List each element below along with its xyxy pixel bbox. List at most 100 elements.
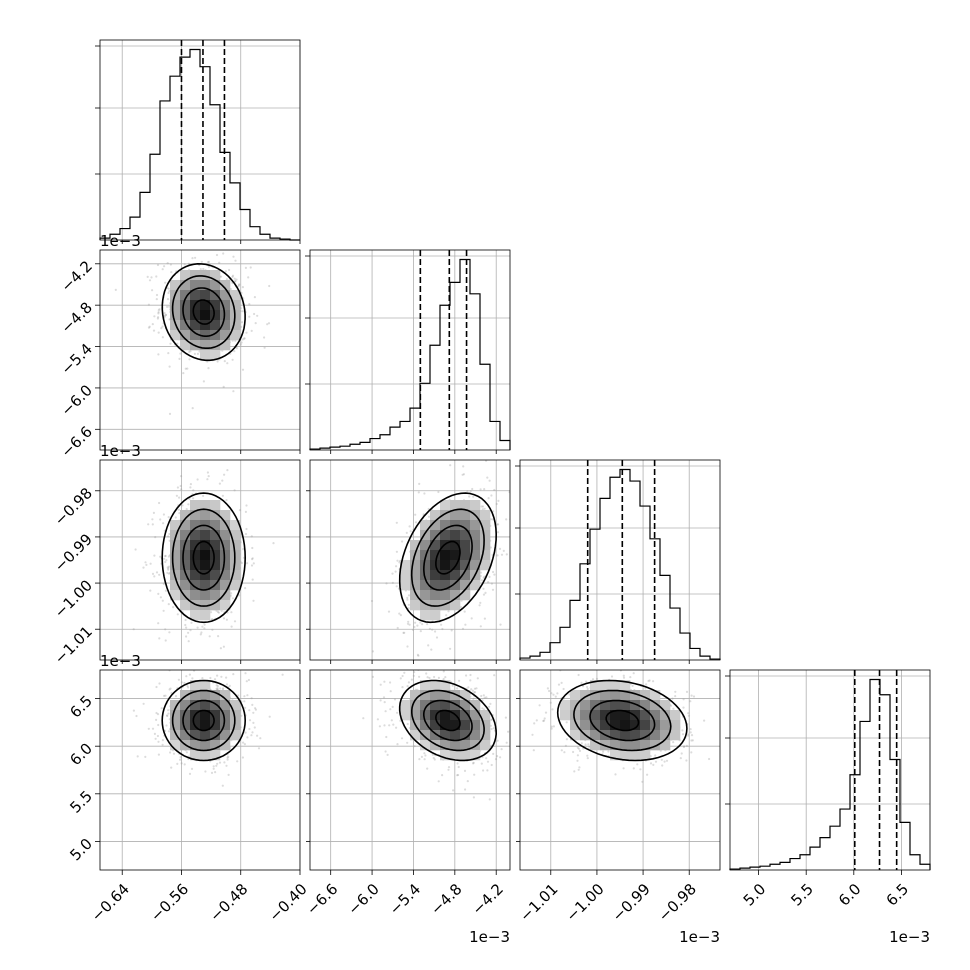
panel-3-1-point bbox=[473, 691, 477, 694]
panel-2-0-point bbox=[147, 523, 150, 526]
panel-3-1-density-cell bbox=[470, 750, 481, 761]
panel-2-1-point bbox=[449, 647, 452, 650]
panel-3-1-point bbox=[472, 762, 475, 765]
panel-3-2-point bbox=[587, 743, 590, 746]
panel-2-1-density-cell bbox=[440, 510, 451, 521]
panel-2-0-density-cell bbox=[230, 520, 241, 531]
panel-2-0-point bbox=[196, 626, 199, 629]
panel-3-0 bbox=[99, 669, 301, 871]
panel-2-0-contour-3 bbox=[161, 492, 247, 624]
panel-1-0-density-cell bbox=[200, 330, 211, 341]
panel-2-0-density-cell bbox=[210, 560, 221, 571]
panel-1-0-density-cell bbox=[180, 310, 191, 321]
panel-3-1-density-cell bbox=[430, 740, 441, 751]
panel-1-0-point bbox=[155, 275, 158, 278]
panel-3-1-point bbox=[492, 727, 495, 730]
panel-3-2-point bbox=[680, 752, 683, 755]
panel-3-0-point bbox=[167, 712, 170, 715]
panel-3-1-point bbox=[439, 664, 441, 666]
panel-1-0-point bbox=[157, 353, 160, 356]
panel-2-0-density-cell bbox=[210, 550, 221, 561]
panel-1-0-point bbox=[241, 286, 244, 289]
panel-3-0-point bbox=[237, 694, 240, 697]
panel-1-0-point bbox=[147, 303, 150, 306]
panel-3-0-point bbox=[201, 677, 204, 680]
panel-3-1-point bbox=[490, 763, 493, 767]
panel-3-2-density-cell bbox=[610, 750, 621, 761]
panel-3-1-point bbox=[500, 748, 503, 751]
panel-3-0-point bbox=[250, 734, 253, 737]
panel-2-0-point bbox=[164, 560, 167, 564]
ytick-label-3-3: 6.5 bbox=[66, 692, 96, 722]
panel-3-1-density-cell bbox=[430, 700, 441, 711]
panel-2-0-point bbox=[231, 597, 234, 600]
panel-1-0-point bbox=[155, 298, 158, 301]
panel-3-2-point bbox=[672, 707, 675, 710]
panel-3-0-point bbox=[232, 673, 235, 676]
panel-2-1-point bbox=[385, 582, 388, 585]
panel-1-0-point bbox=[238, 283, 241, 286]
panel-2-0-point bbox=[167, 603, 170, 606]
panel-2-1-density-cell bbox=[480, 540, 491, 551]
panel-2-1-density-cell bbox=[420, 540, 431, 551]
panel-3-2-density-cell bbox=[580, 710, 591, 721]
panel-1-0-point bbox=[253, 312, 256, 316]
panel-1-0-density-cell bbox=[210, 300, 221, 311]
panel-1-0-point bbox=[243, 337, 246, 340]
panel-1-0-density-cell bbox=[170, 310, 181, 321]
panel-2-0-point bbox=[190, 621, 193, 624]
panel-1-0-point bbox=[157, 316, 160, 319]
panel-1-0-density-cell bbox=[220, 280, 231, 291]
panel-2-1-point bbox=[416, 624, 419, 627]
panel-1-0-point bbox=[152, 329, 156, 332]
panel-2-0-point bbox=[185, 635, 188, 638]
panel-2-1-point bbox=[462, 465, 465, 468]
panel-3-1-density-cell bbox=[470, 720, 481, 731]
panel-1-0-density-cell bbox=[210, 350, 221, 361]
panel-3-0-point bbox=[246, 736, 249, 739]
panel-3-1-point bbox=[400, 737, 404, 740]
panel-3-0-point bbox=[156, 734, 159, 738]
panel-3-0-point bbox=[225, 676, 228, 679]
panel-2-0-contour-1 bbox=[182, 524, 226, 591]
panel-1-0-point bbox=[157, 309, 160, 312]
panel-3-1-point bbox=[406, 722, 409, 726]
panel-2-1-point bbox=[495, 502, 498, 506]
panel-3-0-density-cell bbox=[190, 730, 201, 741]
panel-3-1-point bbox=[383, 724, 386, 727]
panel-3-2-point bbox=[572, 750, 575, 754]
xtick-label-0-1: −0.56 bbox=[147, 880, 192, 925]
panel-2-1-point bbox=[419, 630, 422, 633]
panel-3-2-point bbox=[577, 673, 580, 677]
panel-1-0-point bbox=[161, 325, 164, 328]
panel-3-2-point bbox=[580, 681, 583, 685]
panel-2-1-density-cell bbox=[420, 610, 431, 621]
panel-3-2-point bbox=[581, 685, 585, 688]
panel-3-1-point bbox=[480, 762, 483, 765]
panel-3-2-point bbox=[562, 687, 565, 691]
panel-2-1-point bbox=[387, 610, 391, 613]
panel-3-2-point bbox=[647, 679, 650, 683]
panel-1-0-point bbox=[147, 326, 151, 329]
panel-1-0-point bbox=[146, 275, 149, 278]
panel-3-2-density-cell bbox=[610, 740, 621, 751]
panel-3-0-point bbox=[214, 771, 217, 774]
panel-2-1-point bbox=[490, 582, 493, 585]
panel-3-1-density-cell bbox=[420, 740, 431, 751]
panel-3-2-density-cell bbox=[660, 730, 671, 741]
panel-3-1-point bbox=[490, 718, 493, 721]
panels-layer bbox=[95, 39, 931, 871]
panel-3-0-point bbox=[247, 678, 250, 682]
panel-2-1-point bbox=[496, 554, 499, 557]
panel-3-0-density-cell bbox=[190, 750, 201, 761]
panel-2-1-point bbox=[464, 623, 467, 626]
panel-2-0-point bbox=[167, 535, 170, 538]
xtick-label-3-3: 6.5 bbox=[883, 880, 913, 910]
panel-2-0-point bbox=[167, 565, 171, 568]
panel-2-0-point bbox=[157, 622, 160, 625]
panel-1-0-point bbox=[224, 270, 227, 273]
panel-1-0-point bbox=[157, 331, 160, 334]
ytick-label-2-0: −1.01 bbox=[51, 623, 96, 668]
panel-3-2-point bbox=[685, 690, 689, 694]
